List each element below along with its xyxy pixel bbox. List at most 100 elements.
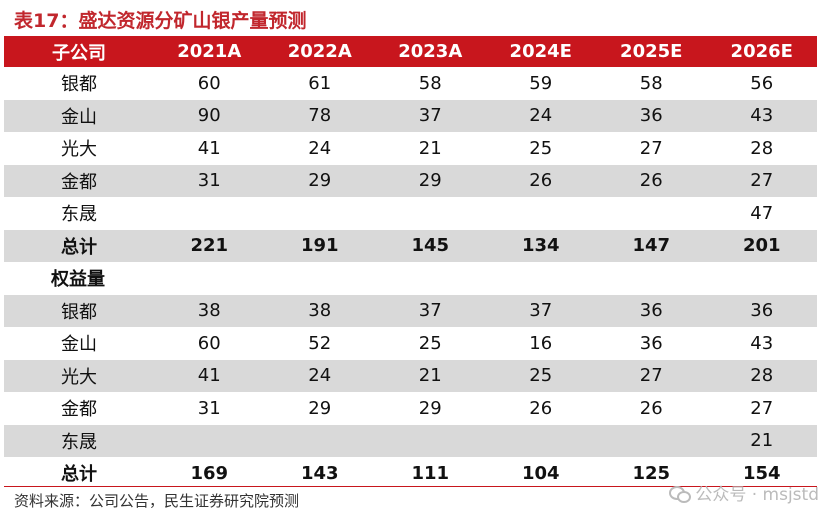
row-label: 权益量 bbox=[51, 269, 105, 291]
row-label: 银都 bbox=[61, 74, 97, 96]
table-cell: 36 bbox=[750, 300, 774, 322]
table-cell: 154 bbox=[742, 462, 781, 484]
table-cell: 61 bbox=[308, 72, 332, 94]
table-cell: 21 bbox=[750, 430, 774, 452]
table-cell: 145 bbox=[411, 235, 450, 257]
header-cell: 2022A bbox=[287, 41, 352, 62]
row-label: 金山 bbox=[61, 334, 97, 356]
table-cell: 59 bbox=[529, 72, 553, 94]
table-cell: 28 bbox=[750, 365, 774, 387]
row-label: 银都 bbox=[61, 301, 97, 323]
table-cell: 25 bbox=[529, 365, 553, 387]
table-cell: 52 bbox=[308, 332, 332, 354]
table-row: 光大 41 24 21 25 27 28 bbox=[4, 359, 817, 392]
table-cell: 169 bbox=[190, 462, 229, 484]
table-cell: 38 bbox=[308, 300, 332, 322]
table-cell: 38 bbox=[197, 300, 221, 322]
row-label: 金都 bbox=[61, 171, 97, 193]
table-cell: 29 bbox=[418, 397, 442, 419]
header-cell: 2025E bbox=[620, 41, 683, 62]
table-cell: 134 bbox=[521, 235, 560, 257]
table-cell: 27 bbox=[639, 365, 663, 387]
table-cell: 26 bbox=[639, 170, 663, 192]
table-cell: 25 bbox=[529, 137, 553, 159]
table-cell: 29 bbox=[418, 170, 442, 192]
table-cell: 36 bbox=[639, 300, 663, 322]
section-header-row: 权益量 bbox=[4, 262, 817, 295]
table-cell: 31 bbox=[197, 397, 221, 419]
row-label: 东晟 bbox=[61, 431, 97, 453]
table-row: 东晟 47 bbox=[4, 197, 817, 230]
table-cell: 43 bbox=[750, 332, 774, 354]
table-row: 东晟 21 bbox=[4, 424, 817, 457]
table-row: 金山 60 52 25 16 36 43 bbox=[4, 327, 817, 360]
table-cell: 104 bbox=[521, 462, 560, 484]
row-label: 总计 bbox=[61, 236, 97, 258]
table-cell: 29 bbox=[308, 170, 332, 192]
table-cell: 111 bbox=[411, 462, 450, 484]
table-cell: 58 bbox=[418, 72, 442, 94]
table-cell: 191 bbox=[300, 235, 339, 257]
row-label: 东晟 bbox=[61, 204, 97, 226]
table-cell: 16 bbox=[529, 332, 553, 354]
table-row: 金山 90 78 37 24 36 43 bbox=[4, 99, 817, 132]
watermark-text: 公众号 · msjstd bbox=[695, 485, 819, 505]
table-cell: 24 bbox=[308, 365, 332, 387]
row-label: 光大 bbox=[61, 366, 97, 388]
table-body: 银都 60 61 58 59 58 56 金山 90 78 37 24 36 43 光大 41 24 21 25 27… bbox=[4, 67, 817, 490]
table-cell: 37 bbox=[529, 300, 553, 322]
row-label: 金山 bbox=[61, 106, 97, 128]
total-row: 总计 169 143 111 104 125 154 bbox=[4, 457, 817, 490]
source-note: 资料来源：公司公告，民生证券研究院预测 bbox=[14, 492, 300, 510]
header-cell: 2024E bbox=[509, 41, 572, 62]
table-cell: 27 bbox=[750, 170, 774, 192]
table-cell: 27 bbox=[750, 397, 774, 419]
table-cell: 36 bbox=[639, 332, 663, 354]
table-cell: 21 bbox=[418, 137, 442, 159]
table-cell: 60 bbox=[197, 332, 221, 354]
table-cell: 58 bbox=[639, 72, 663, 94]
production-table: 子公司 2021A 2022A 2023A 2024E 2025E 2026E … bbox=[4, 36, 817, 490]
table-row: 金都 31 29 29 26 26 27 bbox=[4, 392, 817, 425]
table-cell: 37 bbox=[418, 300, 442, 322]
table-cell: 201 bbox=[742, 235, 781, 257]
table-cell: 21 bbox=[418, 365, 442, 387]
table-row: 银都 60 61 58 59 58 56 bbox=[4, 67, 817, 100]
table-cell: 43 bbox=[750, 105, 774, 127]
table-cell: 26 bbox=[529, 170, 553, 192]
row-label: 金都 bbox=[61, 399, 97, 421]
bottom-divider bbox=[4, 486, 817, 487]
table-cell: 29 bbox=[308, 397, 332, 419]
table-cell: 26 bbox=[639, 397, 663, 419]
table-cell: 41 bbox=[197, 137, 221, 159]
table-cell: 26 bbox=[529, 397, 553, 419]
total-row: 总计 221 191 145 134 147 201 bbox=[4, 229, 817, 262]
table-cell: 37 bbox=[418, 105, 442, 127]
table-cell: 27 bbox=[639, 137, 663, 159]
table-cell: 24 bbox=[308, 137, 332, 159]
watermark: 公众号 · msjstd bbox=[669, 480, 819, 505]
table-cell: 221 bbox=[190, 235, 229, 257]
header-cell: 2026E bbox=[730, 41, 793, 62]
table-cell: 125 bbox=[632, 462, 671, 484]
table-header-row: 子公司 2021A 2022A 2023A 2024E 2025E 2026E bbox=[4, 36, 817, 67]
wechat-icon bbox=[669, 485, 692, 503]
table-cell: 143 bbox=[300, 462, 339, 484]
table-cell: 41 bbox=[197, 365, 221, 387]
table-row: 金都 31 29 29 26 26 27 bbox=[4, 164, 817, 197]
table-cell: 60 bbox=[197, 72, 221, 94]
table-cell: 25 bbox=[418, 332, 442, 354]
table-cell: 28 bbox=[750, 137, 774, 159]
table-cell: 31 bbox=[197, 170, 221, 192]
table-cell: 24 bbox=[529, 105, 553, 127]
table-cell: 56 bbox=[750, 72, 774, 94]
table-cell: 90 bbox=[197, 105, 221, 127]
header-cell: 2021A bbox=[177, 41, 242, 62]
table-cell: 147 bbox=[632, 235, 671, 257]
table-cell: 36 bbox=[639, 105, 663, 127]
table-cell: 78 bbox=[308, 105, 332, 127]
table-cell: 47 bbox=[750, 202, 774, 224]
row-label: 总计 bbox=[61, 464, 97, 486]
header-cell: 2023A bbox=[398, 41, 463, 62]
table-row: 光大 41 24 21 25 27 28 bbox=[4, 132, 817, 165]
